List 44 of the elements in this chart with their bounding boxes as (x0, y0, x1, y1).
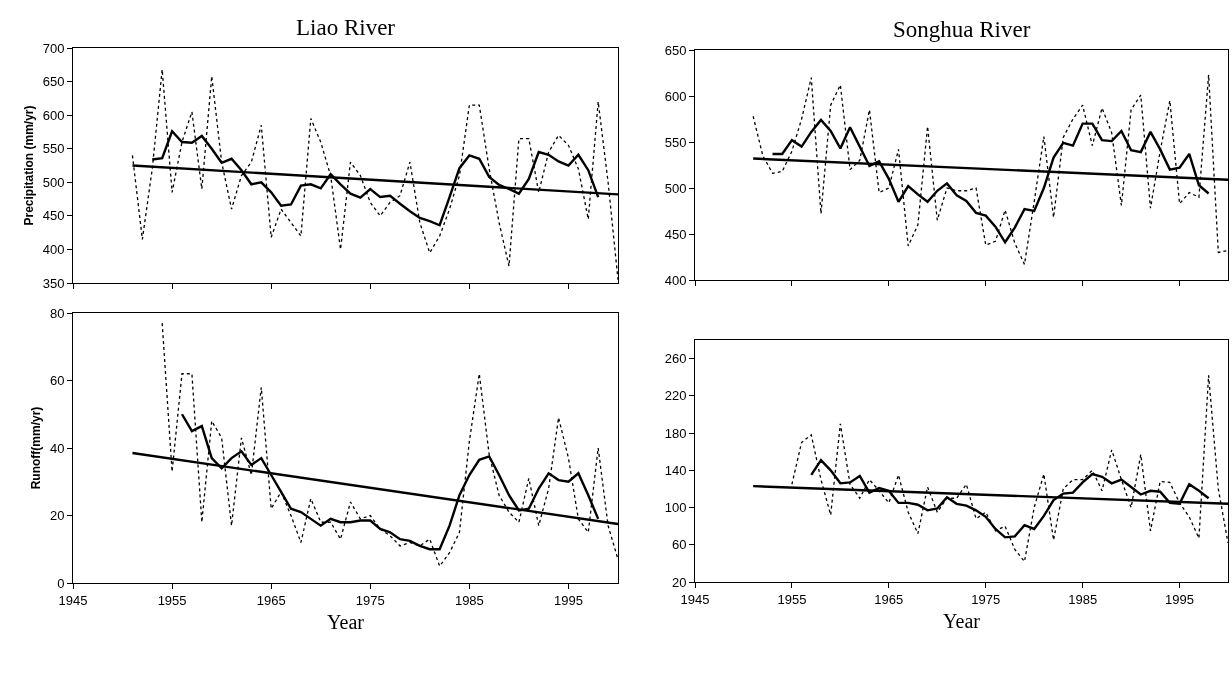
x-tick-label: 1955 (777, 591, 807, 607)
y-tick-label: 60 (49, 373, 65, 389)
x-tick-label: 1995 (553, 592, 583, 608)
y-tick-label: 600 (664, 88, 687, 104)
y-tick-label: 700 (42, 40, 65, 56)
x-axis-title: Year (943, 610, 981, 633)
chart-title: Liao River (296, 15, 396, 40)
x-tick-label: 1985 (1068, 591, 1098, 607)
y-tick-label: 350 (42, 275, 65, 291)
y-tick-label: 60 (671, 537, 687, 553)
chart-title: Songhua River (893, 17, 1031, 42)
x-tick-label: 1995 (1165, 591, 1195, 607)
x-tick-label: 1975 (355, 592, 385, 608)
y-tick-label: 40 (49, 440, 65, 456)
y-tick-label: 550 (42, 141, 65, 157)
y-tick-label: 180 (664, 425, 687, 441)
y-axis-title: Runoff(mm/yr) (29, 406, 44, 490)
y-tick-label: 100 (664, 500, 687, 516)
y-tick-label: 400 (42, 241, 65, 257)
y-tick-label: 80 (49, 305, 65, 321)
y-tick-label: 220 (664, 388, 687, 404)
x-tick-label: 1945 (58, 592, 88, 608)
y-tick-label: 550 (664, 134, 687, 150)
y-tick-label: 500 (42, 174, 65, 190)
y-tick-label: 260 (664, 351, 687, 367)
x-tick-label: 1945 (680, 591, 710, 607)
y-tick-label: 400 (664, 272, 687, 288)
x-tick-label: 1975 (971, 591, 1001, 607)
y-tick-label: 600 (42, 107, 65, 123)
y-tick-label: 140 (664, 462, 687, 478)
x-tick-label: 1965 (874, 591, 904, 607)
y-tick-label: 20 (671, 574, 687, 590)
x-tick-label: 1985 (454, 592, 484, 608)
x-tick-label: 1965 (256, 592, 286, 608)
y-axis-title: Precipitation (mm/yr) (22, 105, 36, 226)
y-tick-label: 650 (664, 42, 687, 58)
y-tick-label: 650 (42, 74, 65, 90)
y-tick-label: 0 (57, 575, 65, 591)
y-tick-label: 450 (664, 226, 687, 242)
x-tick-label: 1955 (157, 592, 187, 608)
x-axis-title: Year (327, 611, 365, 634)
y-tick-label: 450 (42, 208, 65, 224)
y-tick-label: 20 (49, 508, 65, 524)
y-tick-label: 500 (664, 180, 687, 196)
